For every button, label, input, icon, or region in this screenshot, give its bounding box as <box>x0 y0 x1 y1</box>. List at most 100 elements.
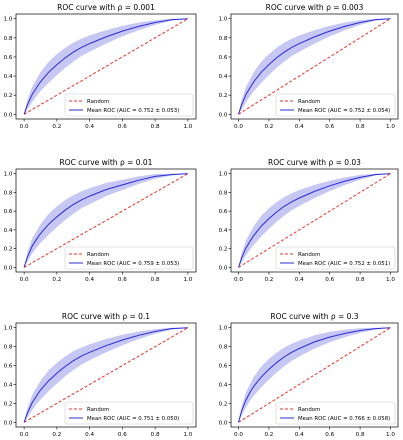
y-tick-label: 0.0 <box>4 112 13 118</box>
axes-frame <box>15 322 197 428</box>
legend-roc-label: Mean ROC (AUC = 0.752 ± 0.054) <box>298 108 390 114</box>
y-tick-label: 0.6 <box>219 55 228 61</box>
x-tick-label: 0.8 <box>151 432 160 438</box>
roc-panel-5: ROC curve with ρ = 0.1 0.0 0.0 0.2 0.2 0.4 0.4… <box>4 312 197 438</box>
legend-box <box>275 93 396 117</box>
legend: Random Mean ROC (AUC = 0.752 ± 0.051) <box>275 246 396 270</box>
roc-std-band <box>24 173 188 268</box>
legend-roc-label: Mean ROC (AUC = 0.751 ± 0.050) <box>87 416 179 422</box>
roc-panel-1: ROC curve with ρ = 0.001 0.0 0.0 0.2 0.2 0.4 0… <box>4 3 197 130</box>
legend-box <box>275 401 396 425</box>
roc-std-band <box>24 327 188 423</box>
y-tick-label: 0.0 <box>219 420 228 426</box>
legend-random-label: Random <box>87 99 109 105</box>
axes-frame <box>15 13 197 120</box>
chart-title: ROC curve with ρ = 0.03 <box>268 158 361 167</box>
y-tick-label: 1.0 <box>219 326 228 332</box>
y-tick-label: 0.0 <box>4 420 13 426</box>
y-tick-label: 0.2 <box>219 247 228 253</box>
x-tick-label: 0.4 <box>295 277 304 283</box>
y-tick-label: 0.4 <box>219 74 228 80</box>
legend: Random Mean ROC (AUC = 0.759 ± 0.053) <box>64 246 194 270</box>
y-tick-label: 0.8 <box>4 345 13 351</box>
x-tick-label: 0.0 <box>20 277 29 283</box>
legend-box <box>64 246 194 270</box>
y-tick-label: 0.2 <box>219 401 228 407</box>
x-tick-label: 1.0 <box>183 277 192 283</box>
random-line <box>23 173 189 268</box>
mean-roc-line <box>238 173 391 268</box>
random-line <box>23 327 189 423</box>
mean-roc-line <box>238 327 391 423</box>
legend-random-label: Random <box>87 407 109 413</box>
x-tick-label: 0.2 <box>52 124 61 130</box>
y-tick-label: 0.8 <box>219 345 228 351</box>
mean-roc-line <box>238 18 391 115</box>
x-tick-label: 1.0 <box>386 277 395 283</box>
y-tick-label: 0.8 <box>219 36 228 42</box>
legend-roc-label: Mean ROC (AUC = 0.766 ± 0.058) <box>298 416 390 422</box>
y-tick-label: 0.0 <box>219 265 228 271</box>
legend-random-label: Random <box>298 99 320 105</box>
mean-roc-line <box>23 18 188 115</box>
roc-panel-2: ROC curve with ρ = 0.003 0.0 0.0 0.2 0.2 0.4 0… <box>219 3 399 130</box>
y-tick-label: 0.6 <box>4 209 13 215</box>
y-tick-label: 0.2 <box>4 93 13 99</box>
y-tick-label: 1.0 <box>4 326 13 332</box>
y-tick-label: 1.0 <box>4 172 13 178</box>
x-tick-label: 1.0 <box>386 124 395 130</box>
x-tick-label: 0.2 <box>52 432 61 438</box>
roc-std-band <box>238 327 391 423</box>
y-tick-label: 0.4 <box>219 228 228 234</box>
y-tick-label: 0.4 <box>4 228 13 234</box>
roc-std-band <box>24 18 188 115</box>
y-tick-label: 0.6 <box>219 364 228 370</box>
roc-std-band <box>238 18 391 115</box>
legend: Random Mean ROC (AUC = 0.766 ± 0.058) <box>275 401 396 425</box>
chart-title: ROC curve with ρ = 0.3 <box>270 312 358 321</box>
x-tick-label: 0.6 <box>325 432 334 438</box>
x-tick-label: 0.2 <box>264 124 273 130</box>
legend-roc-label: Mean ROC (AUC = 0.752 ± 0.051) <box>298 261 390 267</box>
chart-title: ROC curve with ρ = 0.01 <box>60 158 153 167</box>
x-tick-label: 0.0 <box>234 432 243 438</box>
x-tick-label: 0.6 <box>118 277 127 283</box>
y-tick-label: 0.2 <box>219 93 228 99</box>
x-tick-label: 0.0 <box>20 432 29 438</box>
y-tick-label: 0.4 <box>4 74 13 80</box>
legend-box <box>64 401 194 425</box>
y-tick-label: 0.6 <box>4 364 13 370</box>
axes-frame <box>230 168 399 273</box>
x-tick-label: 0.6 <box>325 277 334 283</box>
y-tick-label: 0.8 <box>4 36 13 42</box>
x-tick-label: 0.0 <box>20 124 29 130</box>
y-tick-label: 0.8 <box>4 190 13 196</box>
x-tick-label: 0.8 <box>356 124 365 130</box>
y-tick-label: 0.6 <box>4 55 13 61</box>
x-tick-label: 0.6 <box>118 432 127 438</box>
x-tick-label: 0.4 <box>295 432 304 438</box>
axes-frame <box>15 168 197 273</box>
y-tick-label: 0.4 <box>4 382 13 388</box>
legend-roc-label: Mean ROC (AUC = 0.759 ± 0.053) <box>87 261 179 267</box>
y-tick-label: 0.4 <box>219 382 228 388</box>
x-tick-label: 0.2 <box>264 277 273 283</box>
y-tick-label: 0.0 <box>219 112 228 118</box>
mean-roc-line <box>23 173 188 268</box>
legend: Random Mean ROC (AUC = 0.751 ± 0.050) <box>64 401 194 425</box>
axes-frame <box>230 13 399 120</box>
legend-random-label: Random <box>87 252 109 258</box>
x-tick-label: 0.6 <box>325 124 334 130</box>
chart-title: ROC curve with ρ = 0.1 <box>62 312 150 321</box>
x-tick-label: 0.8 <box>151 277 160 283</box>
x-tick-label: 0.2 <box>52 277 61 283</box>
legend-box <box>275 246 396 270</box>
roc-panel-4: ROC curve with ρ = 0.03 0.0 0.0 0.2 0.2 0.4 0.… <box>219 158 399 283</box>
legend: Random Mean ROC (AUC = 0.752 ± 0.053) <box>64 93 194 117</box>
x-tick-label: 0.0 <box>234 124 243 130</box>
chart-title: ROC curve with ρ = 0.003 <box>266 3 364 12</box>
x-tick-label: 0.8 <box>151 124 160 130</box>
x-tick-label: 1.0 <box>183 124 192 130</box>
roc-panel-6: ROC curve with ρ = 0.3 0.0 0.0 0.2 0.2 0.4 0.4… <box>219 312 399 438</box>
